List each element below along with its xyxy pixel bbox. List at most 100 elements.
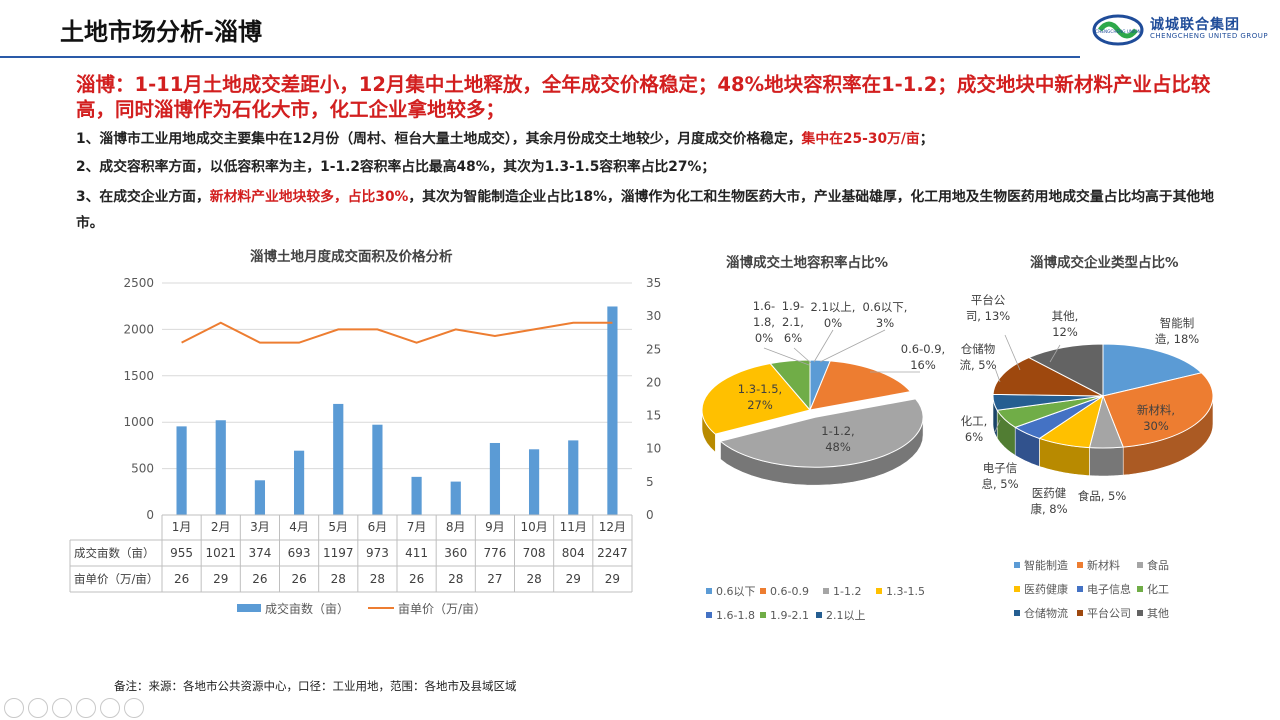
summary-headline: 淄博：1-11月土地成交差距小，12月集中土地释放，全年成交价格稳定；48%地块… (76, 73, 1211, 121)
far-pie-legend-label: 1.6-1.8 (716, 609, 755, 622)
pen-tool-icon[interactable] (52, 698, 72, 718)
far-pie-legend-swatch (876, 588, 882, 594)
far-pie-data-label: 1.8, (753, 315, 775, 329)
far-pie-data-label: 1.6- (753, 299, 775, 313)
far-pie-leader-line (819, 329, 886, 363)
summary-point-3: 3、在成交企业方面，新材料产业地块较多，占比30%，其次为智能制造企业占比18%… (76, 184, 1226, 236)
y-left-tick-label: 2500 (123, 276, 154, 290)
point-highlight: 新材料产业地块较多，占比30% (209, 189, 409, 205)
point-text-end: ； (919, 131, 934, 147)
table-cell-area: 955 (170, 546, 193, 560)
bar (215, 420, 226, 515)
bar (254, 480, 266, 515)
bar (607, 306, 618, 515)
table-cell-price: 26 (252, 572, 267, 586)
far-pie-data-label: 48% (825, 440, 851, 454)
enterprise-pie-leader-line (1004, 334, 1021, 371)
enterprise-pie-legend-label: 其他 (1147, 607, 1169, 620)
enterprise-pie-data-label: 化工, (961, 414, 988, 428)
enterprise-pie-slice (992, 357, 1104, 397)
far-pie-data-label: 0% (755, 331, 773, 345)
table-cell-price: 28 (370, 572, 385, 586)
enterprise-pie-data-label: 造, 18% (1155, 332, 1199, 346)
far-pie-slice (701, 362, 811, 435)
summary-point-2: 2、成交容积率方面，以低容积率为主，1-1.2容积率占比最高48%，其次为1.3… (76, 159, 716, 175)
table-cell-area: 776 (483, 546, 506, 560)
far-pie-data-label: 3% (876, 316, 894, 330)
far-pie-title: 淄博成交土地容积率占比% (726, 255, 889, 271)
x-category-label: 1月 (172, 520, 192, 534)
table-cell-price: 28 (526, 572, 541, 586)
enterprise-pie-data-label: 电子信 (983, 461, 1018, 475)
y-right-tick-label: 10 (646, 442, 661, 456)
enterprise-pie-data-label: 息, 5% (981, 477, 1018, 491)
point-text: 1、淄博市工业用地成交主要集中在12月份（周村、桓台大量土地成交），其余月份成交… (76, 131, 802, 147)
prev-slide-icon[interactable] (4, 698, 24, 718)
enterprise-pie-leader-line (1049, 344, 1061, 363)
far-pie-data-label: 27% (747, 398, 773, 412)
next-slide-icon[interactable] (28, 698, 48, 718)
enterprise-pie-data-label: 流, 5% (959, 358, 996, 372)
far-pie-data-label: 0.6-0.9, (901, 342, 945, 356)
enterprise-pie-data-label: 平台公 (971, 293, 1006, 307)
enterprise-pie-leader-line (994, 419, 1001, 433)
far-pie-data-label: 6% (784, 331, 802, 345)
bar (528, 449, 540, 515)
table-cell-price: 26 (174, 572, 189, 586)
bar (333, 403, 344, 515)
table-cell-price: 26 (409, 572, 424, 586)
y-right-tick-label: 35 (646, 276, 661, 290)
table-cell-price: 27 (487, 572, 502, 586)
far-pie-legend-label: 1.3-1.5 (886, 585, 925, 598)
enterprise-pie-data-label: 6% (965, 430, 983, 444)
y-left-tick-label: 2000 (123, 322, 154, 336)
zoom-icon[interactable] (100, 698, 120, 718)
far-pie-leader-line (793, 347, 812, 364)
far-pie-legend-label: 0.6以下 (716, 585, 756, 598)
x-category-label: 4月 (289, 520, 309, 534)
far-pie-legend-swatch (816, 612, 822, 618)
x-category-label: 9月 (485, 520, 505, 534)
company-logo: CHENGCHENG UNION (1092, 14, 1144, 46)
title-divider (0, 56, 1080, 58)
more-options-icon[interactable] (124, 698, 144, 718)
enterprise-pie-legend-swatch (1077, 562, 1083, 568)
point-highlight: 集中在25-30万/亩 (801, 131, 920, 147)
x-category-label: 11月 (560, 520, 587, 534)
price-line (181, 321, 613, 344)
y-left-tick-label: 1500 (123, 369, 154, 383)
table-cell-price: 29 (213, 572, 228, 586)
enterprise-pie-data-label: 食品, 5% (1078, 489, 1127, 503)
enterprise-pie-legend-swatch (1014, 610, 1020, 616)
enterprise-pie-title: 淄博成交企业类型占比% (1030, 255, 1179, 271)
bar (450, 481, 461, 515)
far-pie-data-label: 1-1.2, (821, 424, 854, 438)
far-pie-data-label: 2.1以上, (811, 300, 856, 314)
logo-name-en: CHENGCHENG UNITED GROUP (1150, 32, 1269, 40)
enterprise-pie-legend-label: 仓储物流 (1024, 606, 1068, 620)
far-pie-data-label: 1.3-1.5, (738, 382, 782, 396)
enterprise-pie-data-label: 医药健 (1032, 486, 1067, 500)
x-category-label: 5月 (328, 520, 348, 534)
enterprise-pie-legend-swatch (1137, 610, 1143, 616)
enterprise-pie-data-label: 智能制 (1160, 316, 1195, 330)
far-pie-legend-swatch (760, 612, 766, 618)
far-pie-leader-line (763, 347, 810, 366)
table-cell-area: 360 (444, 546, 467, 560)
far-pie-legend-swatch (823, 588, 829, 594)
enterprise-pie-legend-label: 化工 (1147, 582, 1169, 596)
page-title: 土地市场分析-淄博 (60, 18, 262, 46)
legend-swatch-bar (237, 604, 261, 612)
y-right-tick-label: 5 (646, 475, 654, 489)
far-pie-slice (769, 359, 811, 412)
far-pie-data-label: 0.6以下, (863, 300, 908, 314)
enterprise-pie-slice-side (1089, 446, 1124, 477)
legend-label: 成交亩数（亩） (265, 601, 349, 616)
far-pie-legend-label: 1-1.2 (833, 585, 861, 598)
y-left-tick-label: 500 (131, 462, 154, 476)
slide-menu-icon[interactable] (76, 698, 96, 718)
table-cell-area: 693 (288, 546, 311, 560)
y-left-tick-label: 0 (146, 508, 154, 522)
far-pie-legend-swatch (706, 588, 712, 594)
enterprise-pie-data-label: 30% (1143, 419, 1169, 433)
